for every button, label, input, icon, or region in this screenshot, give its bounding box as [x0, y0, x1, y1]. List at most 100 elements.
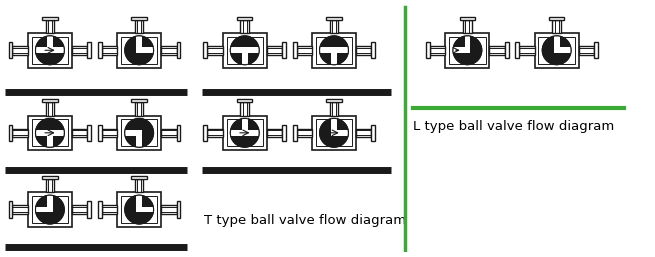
Bar	[135, 179, 143, 192]
Bar	[87, 201, 91, 218]
Bar	[47, 130, 53, 147]
Bar	[231, 47, 259, 53]
Bar	[31, 196, 68, 223]
Text: L type ball valve flow diagram: L type ball valve flow diagram	[413, 120, 614, 133]
Bar	[132, 99, 147, 102]
Bar	[117, 116, 161, 150]
Text: T type ball valve flow diagram: T type ball valve flow diagram	[204, 214, 407, 227]
Circle shape	[124, 118, 153, 147]
Bar	[326, 99, 342, 102]
Bar	[329, 102, 339, 116]
Bar	[98, 201, 102, 218]
Bar	[489, 46, 505, 54]
Bar	[320, 130, 331, 136]
Bar	[331, 47, 337, 65]
Bar	[72, 128, 87, 137]
Circle shape	[542, 36, 571, 65]
Bar	[204, 42, 207, 58]
Bar	[135, 102, 143, 116]
Bar	[297, 46, 312, 54]
Bar	[316, 37, 352, 64]
Bar	[282, 125, 286, 141]
Bar	[237, 99, 252, 102]
Bar	[297, 128, 312, 137]
Bar	[28, 192, 72, 227]
Bar	[87, 42, 91, 58]
Bar	[161, 205, 177, 214]
Bar	[204, 125, 207, 141]
Bar	[117, 192, 161, 227]
Bar	[121, 196, 157, 223]
Bar	[161, 128, 177, 137]
Bar	[207, 46, 223, 54]
Bar	[121, 37, 157, 64]
Bar	[579, 46, 594, 54]
Bar	[242, 118, 248, 136]
Bar	[320, 130, 348, 136]
Bar	[35, 47, 64, 53]
Bar	[371, 42, 375, 58]
Bar	[12, 46, 28, 54]
Bar	[356, 128, 371, 137]
Bar	[515, 42, 519, 58]
Bar	[207, 128, 223, 137]
Bar	[72, 46, 87, 54]
Bar	[267, 128, 282, 137]
Bar	[463, 20, 472, 33]
Bar	[46, 102, 54, 116]
Bar	[136, 207, 153, 213]
Circle shape	[320, 36, 348, 65]
Bar	[326, 17, 342, 20]
Bar	[102, 205, 117, 214]
Bar	[47, 195, 53, 213]
Bar	[445, 33, 489, 68]
Circle shape	[320, 118, 348, 147]
Circle shape	[453, 36, 482, 65]
Bar	[464, 36, 470, 53]
Bar	[177, 42, 180, 58]
Circle shape	[35, 36, 64, 65]
Bar	[177, 201, 180, 218]
Bar	[161, 46, 177, 54]
Bar	[242, 47, 248, 65]
Circle shape	[124, 36, 153, 65]
Bar	[121, 120, 157, 146]
Bar	[136, 36, 142, 53]
Bar	[12, 205, 28, 214]
Bar	[453, 47, 470, 53]
Bar	[28, 33, 72, 68]
Bar	[98, 42, 102, 58]
Bar	[124, 130, 142, 136]
Bar	[549, 17, 565, 20]
Bar	[132, 176, 147, 179]
Bar	[553, 47, 571, 53]
Bar	[312, 33, 356, 68]
Bar	[35, 130, 64, 136]
Bar	[117, 33, 161, 68]
Circle shape	[35, 118, 64, 147]
Bar	[42, 99, 58, 102]
Bar	[594, 42, 598, 58]
Bar	[240, 102, 249, 116]
Bar	[449, 37, 485, 64]
Bar	[72, 205, 87, 214]
Bar	[293, 42, 297, 58]
Circle shape	[231, 36, 259, 65]
Bar	[136, 130, 142, 147]
Bar	[552, 20, 561, 33]
Bar	[371, 125, 375, 141]
Bar	[534, 33, 579, 68]
Bar	[505, 42, 509, 58]
Bar	[102, 128, 117, 137]
Bar	[240, 20, 249, 33]
Bar	[553, 36, 559, 53]
Bar	[293, 125, 297, 141]
Bar	[132, 17, 147, 20]
Bar	[426, 42, 430, 58]
Bar	[316, 120, 352, 146]
Bar	[31, 120, 68, 146]
Bar	[231, 130, 259, 136]
Bar	[46, 179, 54, 192]
Bar	[331, 118, 337, 136]
Bar	[47, 36, 53, 53]
